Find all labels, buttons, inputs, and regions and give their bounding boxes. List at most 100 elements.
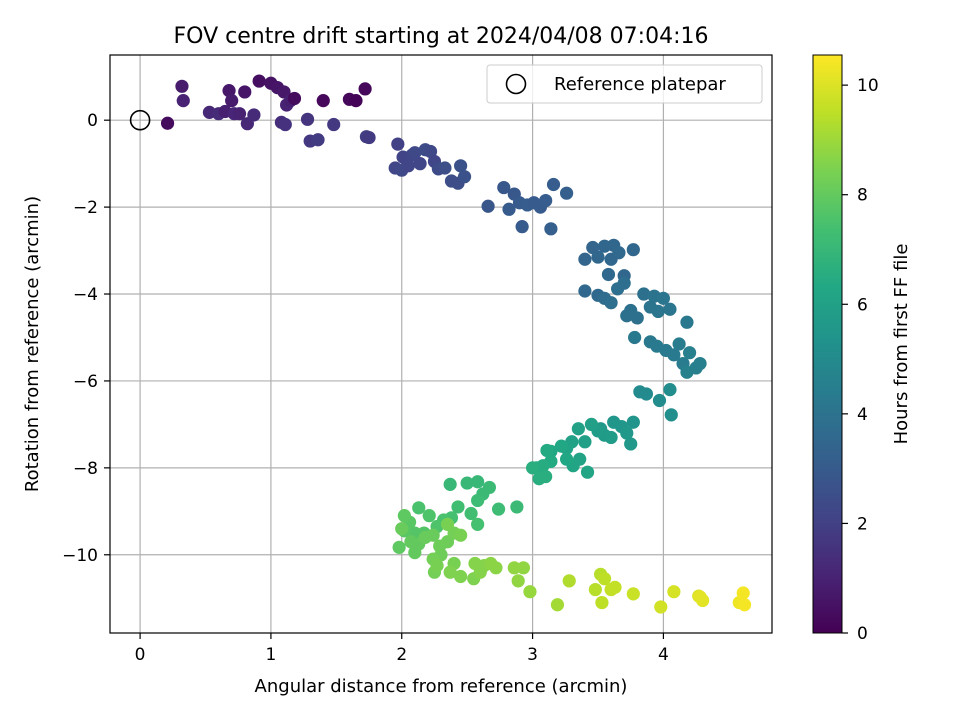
data-point (539, 193, 553, 208)
data-point (395, 522, 409, 536)
data-point (523, 585, 537, 599)
x-tick-label: 1 (266, 645, 277, 665)
data-point (680, 315, 694, 329)
data-point (628, 330, 642, 345)
data-point (460, 476, 474, 490)
chart-title: FOV centre drift starting at 2024/04/08 … (174, 24, 709, 49)
data-point (413, 157, 427, 171)
x-tick-label: 3 (527, 645, 538, 665)
colorbar-label: Hours from first FF file (891, 244, 912, 445)
data-point (232, 107, 247, 121)
reference-marker (129, 109, 151, 131)
data-point (454, 569, 468, 584)
x-tick-label: 4 (658, 645, 669, 665)
data-point (626, 243, 640, 257)
data-point (225, 94, 239, 108)
y-tick-label: 0 (87, 111, 98, 131)
data-point (562, 574, 576, 588)
data-point (626, 587, 640, 601)
data-point (539, 469, 553, 484)
data-point (454, 159, 468, 173)
data-point (471, 517, 485, 531)
data-point (507, 561, 521, 575)
data-point (597, 572, 612, 586)
data-point (457, 170, 472, 184)
data-point (620, 426, 634, 440)
data-point (693, 590, 707, 604)
data-point (546, 177, 561, 192)
data-point (511, 574, 525, 588)
data-point (408, 146, 422, 160)
data-point (656, 291, 671, 305)
data-point (160, 116, 175, 130)
data-point (408, 546, 422, 560)
data-point (588, 582, 602, 597)
data-point (247, 108, 261, 122)
y-tick-label: −2 (73, 198, 98, 218)
data-point (540, 443, 554, 458)
data-point (426, 528, 440, 542)
data-point (238, 85, 252, 99)
data-point (316, 94, 330, 108)
data-point (682, 346, 697, 360)
data-point (578, 252, 592, 266)
data-point (482, 480, 497, 495)
colorbar-tick-label: 2 (857, 514, 868, 534)
colorbar-ticks: 0 2 4 6 8 10 (842, 76, 879, 644)
y-tick-label: −8 (73, 459, 98, 479)
data-point (222, 84, 236, 98)
data-point (604, 296, 618, 310)
data-point (578, 284, 592, 298)
y-tick-label: −6 (73, 372, 98, 392)
colorbar-tick-label: 0 (857, 624, 868, 644)
data-point (624, 437, 638, 451)
data-point (358, 82, 372, 96)
data-point (637, 287, 651, 301)
data-point (422, 509, 436, 523)
data-point (571, 422, 585, 436)
colorbar-tick-label: 6 (857, 295, 868, 315)
data-point (443, 565, 457, 579)
data-point (652, 393, 667, 408)
data-point (502, 202, 516, 216)
data-point (544, 222, 558, 236)
data-point (608, 580, 622, 594)
data-point (471, 493, 485, 508)
data-point (311, 133, 325, 147)
data-point (451, 500, 465, 514)
data-point (737, 598, 752, 612)
data-point (604, 430, 618, 445)
data-point (497, 180, 511, 195)
data-point (550, 598, 565, 612)
data-point (440, 517, 455, 531)
data-point (516, 561, 531, 575)
data-point (287, 91, 302, 106)
data-point (430, 559, 444, 573)
legend-box (486, 64, 763, 104)
data-point (412, 501, 426, 515)
data-point (639, 387, 654, 401)
data-point (510, 500, 524, 514)
data-point (617, 276, 631, 290)
data-point (392, 540, 406, 554)
data-point (327, 117, 341, 132)
data-point (391, 137, 405, 151)
data-point (454, 528, 468, 542)
data-point (584, 417, 599, 431)
data-point (464, 506, 478, 521)
data-point (401, 159, 415, 173)
colorbar-tick-label: 10 (857, 76, 879, 96)
data-point (578, 435, 592, 449)
data-point (651, 304, 665, 319)
data-point (663, 302, 677, 316)
y-tick-label: −4 (73, 285, 98, 305)
legend-marker-icon (505, 73, 527, 95)
colorbar-tick-label: 8 (857, 186, 868, 206)
y-axis-ticks: −10 −8 −6 −4 −2 0 (62, 111, 110, 566)
data-points (160, 74, 752, 614)
data-point (663, 383, 677, 397)
data-point (601, 267, 616, 282)
data-point (654, 600, 668, 614)
y-tick-label: −10 (62, 546, 98, 566)
data-point (580, 465, 595, 479)
